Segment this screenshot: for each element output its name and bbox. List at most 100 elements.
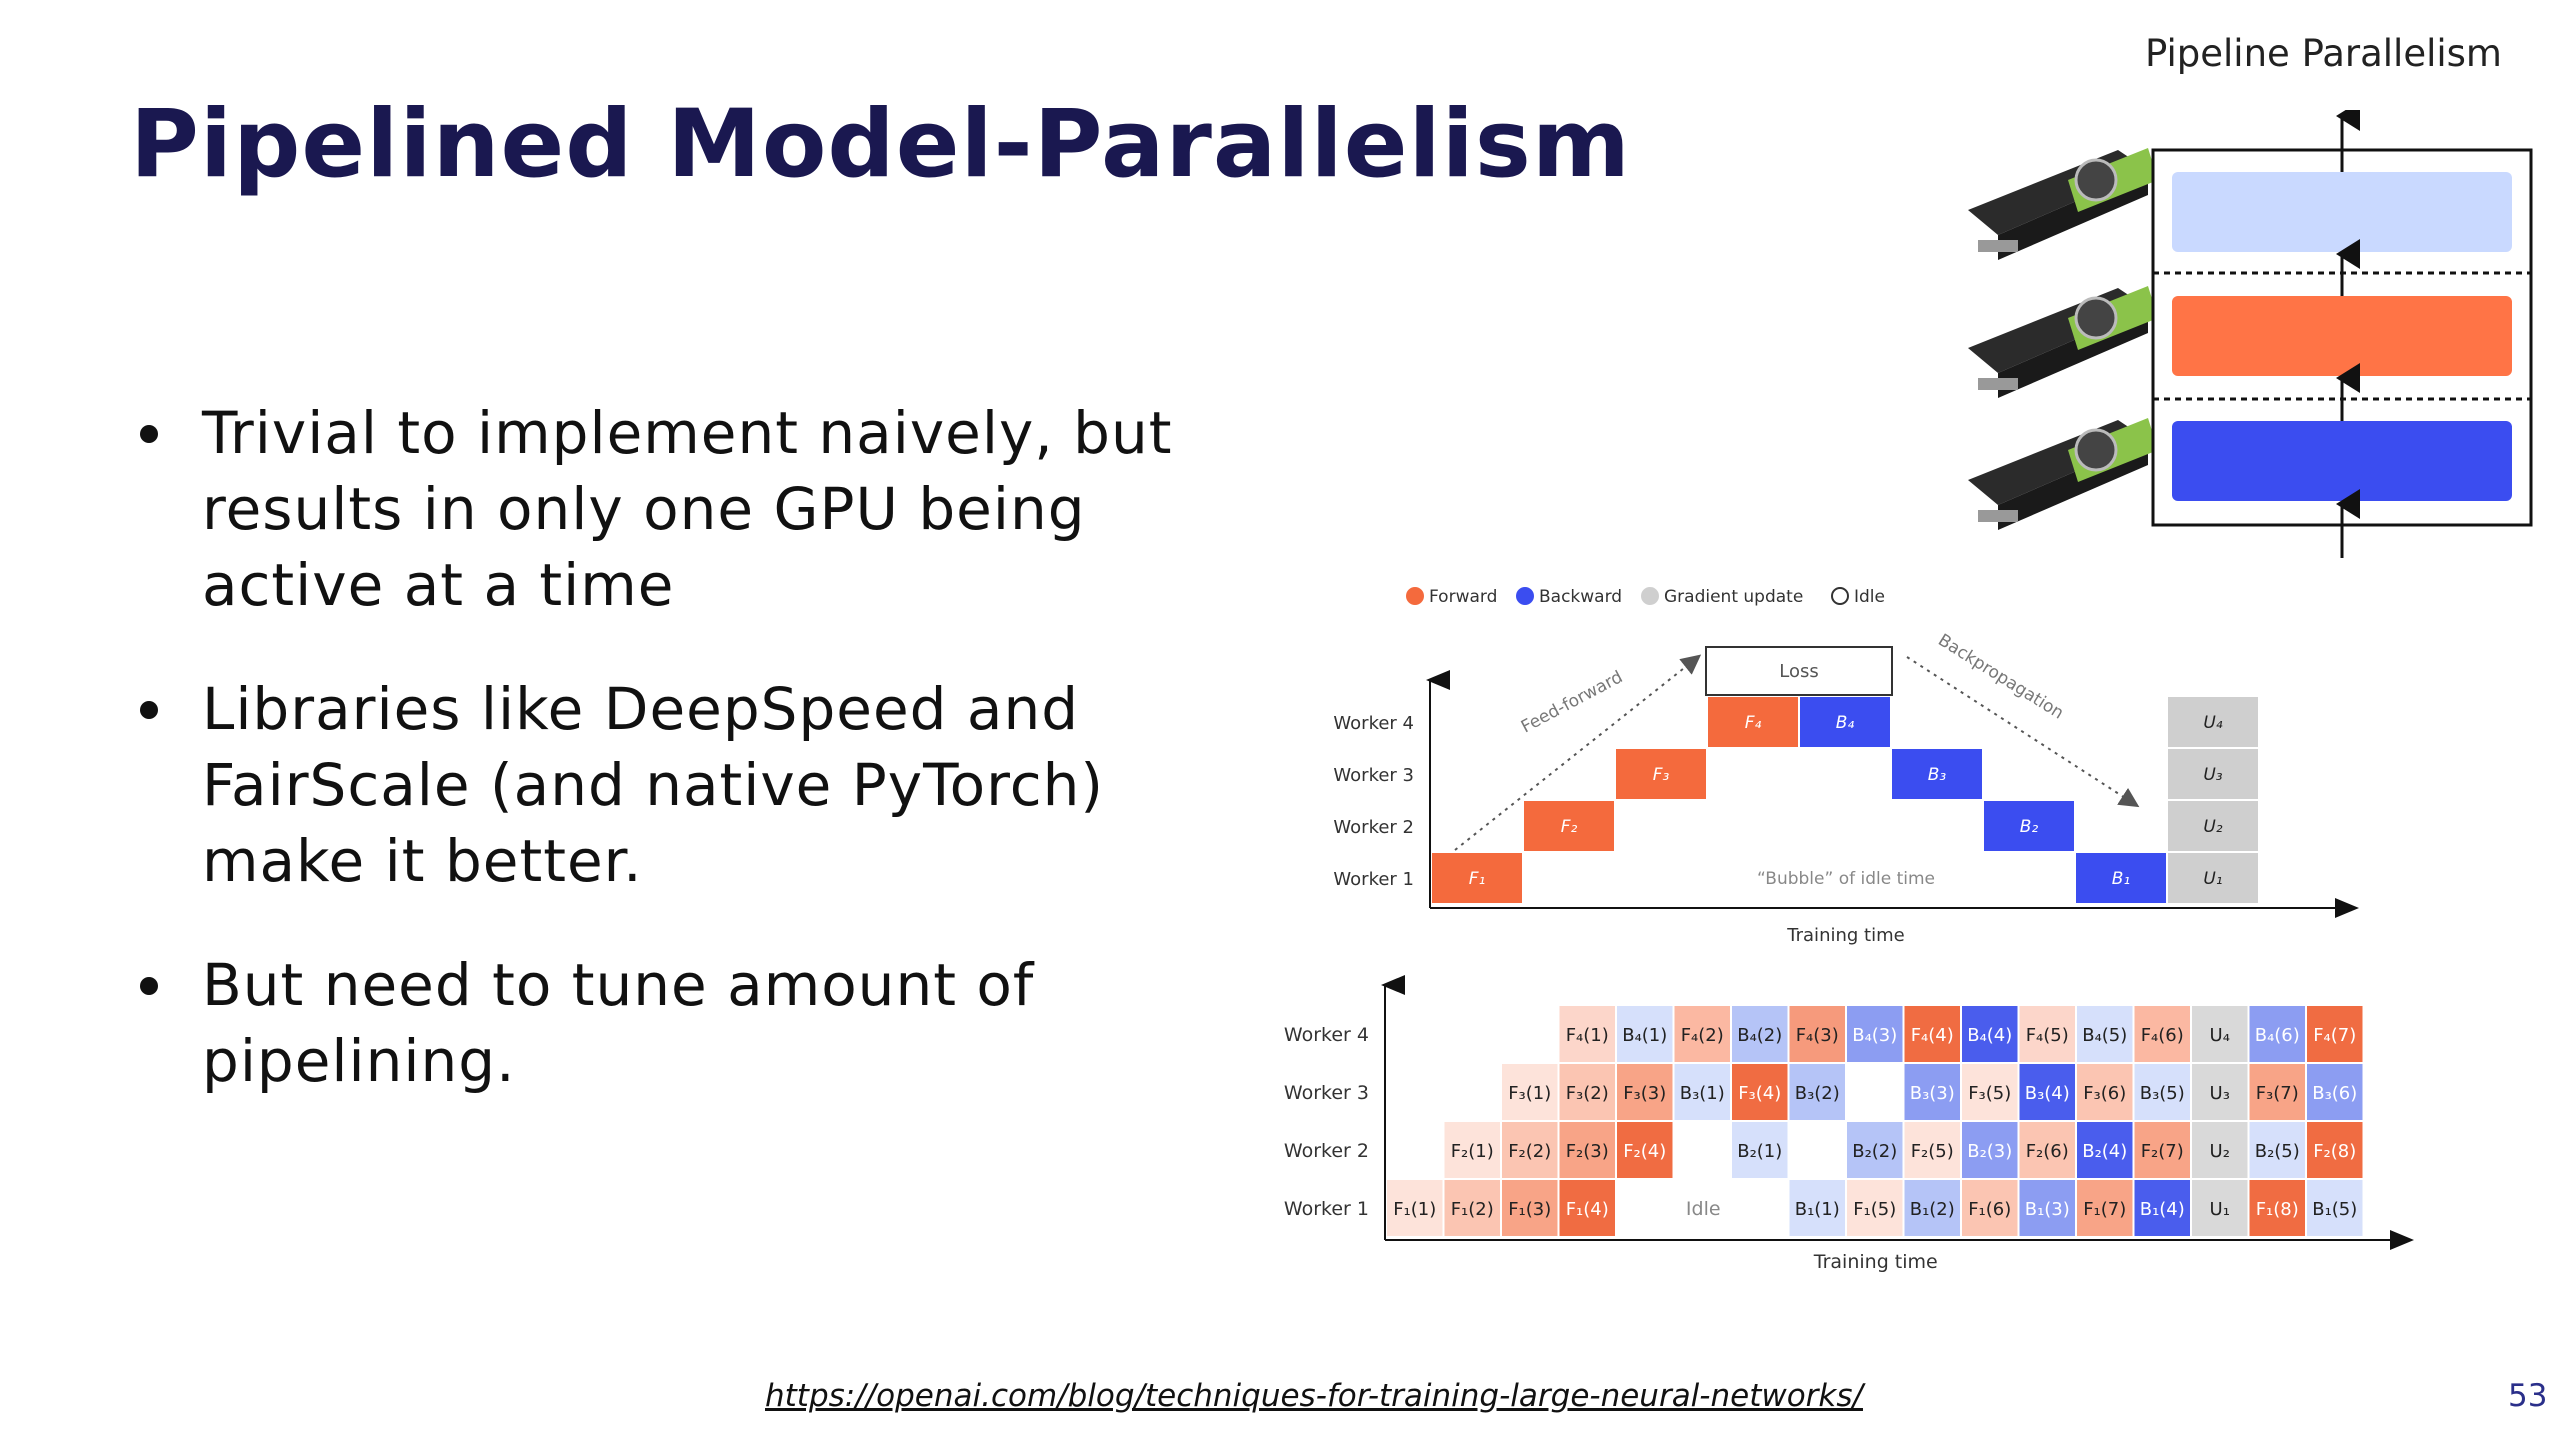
schedule-cell-label: B₂(4) bbox=[2082, 1141, 2127, 1162]
naive-pipeline-chart: Worker 4 Worker 3 Worker 2 Worker 1 F₁ F₂ F₃ F₄… bbox=[1333, 630, 2359, 946]
legend-label: Gradient update bbox=[1664, 587, 1803, 607]
schedule-cell-label: F₁(2) bbox=[1451, 1199, 1494, 1220]
schedule-cell-label: F₂(6) bbox=[2026, 1141, 2069, 1162]
schedule-cell-label: F₄(5) bbox=[2026, 1025, 2069, 1046]
schedule-cell-label: B₃(6) bbox=[2312, 1083, 2357, 1104]
model-layer-middle bbox=[2172, 296, 2512, 376]
schedule-cell bbox=[1502, 1064, 1558, 1120]
schedule-cell bbox=[1962, 1064, 2018, 1120]
backward-cell bbox=[1892, 749, 1982, 799]
backward-cell-label: B₂ bbox=[2020, 817, 2039, 837]
schedule-cell bbox=[2307, 1064, 2363, 1120]
schedule-cell-label: B₃(5) bbox=[2140, 1083, 2185, 1104]
schedule-cell-label: F₃(5) bbox=[1968, 1083, 2011, 1104]
schedule-cell-label: F₁(5) bbox=[1853, 1199, 1896, 1220]
x-axis-label: Training time bbox=[1786, 925, 1904, 946]
schedule-cell bbox=[2192, 1006, 2248, 1062]
schedule-cell bbox=[1502, 1122, 1558, 1178]
schedule-cell bbox=[1789, 1006, 1845, 1062]
schedule-cell-label: F₃(4) bbox=[1738, 1083, 1781, 1104]
schedule-cell bbox=[2307, 1122, 2363, 1178]
schedule-cell-label: F₄(2) bbox=[1681, 1025, 1724, 1046]
schedule-cell bbox=[1674, 1006, 1730, 1062]
schedule-cell bbox=[1962, 1006, 2018, 1062]
chart-legend: Forward Backward Gradient update Idle bbox=[1406, 587, 1885, 607]
schedule-cell bbox=[1617, 1122, 1673, 1178]
schedule-cell bbox=[2249, 1180, 2305, 1236]
schedule-cell bbox=[1904, 1122, 1960, 1178]
backprop-arrow bbox=[1906, 656, 2140, 808]
bullet-text: Libraries like DeepSpeed and FairScale (… bbox=[202, 675, 1105, 895]
bullet-text: But need to tune amount of pipelining. bbox=[202, 951, 1035, 1095]
schedule-cell bbox=[2134, 1122, 2190, 1178]
schedule-cell bbox=[2019, 1122, 2075, 1178]
schedule-cell bbox=[1559, 1180, 1615, 1236]
legend-marker bbox=[1406, 587, 1424, 605]
backward-cell bbox=[1984, 801, 2074, 851]
schedule-cell bbox=[1444, 1122, 1500, 1178]
schedule-cell bbox=[1559, 1006, 1615, 1062]
schedule-cell-label: F₁(6) bbox=[1968, 1199, 2011, 1220]
schedule-cell-label: F₁(1) bbox=[1393, 1199, 1436, 1220]
update-cell-label: U₁ bbox=[2203, 869, 2222, 889]
pipeline-schedule-figure: Forward Backward Gradient update Idle Worke… bbox=[1284, 587, 2414, 1273]
update-cell bbox=[2168, 697, 2258, 747]
schedule-cell-label: B₂(3) bbox=[1967, 1141, 2012, 1162]
worker-label: Worker 1 bbox=[1333, 869, 1414, 890]
schedule-cell-label: F₂(1) bbox=[1451, 1141, 1494, 1162]
schedule-cell bbox=[2192, 1180, 2248, 1236]
schedule-cell bbox=[1732, 1064, 1788, 1120]
schedule-cell-label: F₂(7) bbox=[2141, 1141, 2184, 1162]
schedule-cell-label: F₃(7) bbox=[2256, 1083, 2299, 1104]
update-cell-label: U₃ bbox=[2203, 765, 2222, 785]
backward-cell-label: B₃ bbox=[1928, 765, 1947, 785]
worker-label: Worker 4 bbox=[1284, 1024, 1369, 1046]
schedule-cell-label: F₁(3) bbox=[1508, 1199, 1551, 1220]
schedule-cell bbox=[2249, 1064, 2305, 1120]
bullet-text: Trivial to implement naively, but result… bbox=[202, 399, 1173, 619]
update-cell bbox=[2168, 801, 2258, 851]
bullet-item: Trivial to implement naively, but result… bbox=[140, 395, 1260, 623]
schedule-cell bbox=[2134, 1064, 2190, 1120]
schedule-cell-label: B₁(3) bbox=[2025, 1199, 2070, 1220]
schedule-cell bbox=[1732, 1122, 1788, 1178]
schedule-cell bbox=[1732, 1006, 1788, 1062]
schedule-cell bbox=[2019, 1006, 2075, 1062]
legend-label: Forward bbox=[1429, 587, 1497, 607]
schedule-cell-label: F₄(4) bbox=[1911, 1025, 1954, 1046]
schedule-cell-label: F₁(7) bbox=[2083, 1199, 2126, 1220]
schedule-cell-label: B₄(6) bbox=[2255, 1025, 2300, 1046]
schedule-cell-label: B₄(4) bbox=[1967, 1025, 2012, 1046]
model-layer-bottom bbox=[2172, 421, 2512, 501]
schedule-cell bbox=[2077, 1122, 2133, 1178]
schedule-cell bbox=[1617, 1064, 1673, 1120]
schedule-cell-label: B₃(3) bbox=[1910, 1083, 1955, 1104]
bubble-label: “Bubble” of idle time bbox=[1757, 869, 1935, 889]
schedule-cell bbox=[1904, 1064, 1960, 1120]
schedule-cell bbox=[1387, 1180, 1443, 1236]
forward-cell-label: F₄ bbox=[1745, 713, 1762, 733]
schedule-cell bbox=[2249, 1006, 2305, 1062]
gpipe-pipeline-chart: Worker 4 Worker 3 Worker 2 Worker 1 F₄(1) B₄(… bbox=[1284, 975, 2414, 1273]
schedule-cell bbox=[1847, 1122, 1903, 1178]
bullet-item: But need to tune amount of pipelining. bbox=[140, 947, 1260, 1099]
page-number: 53 bbox=[2508, 1378, 2548, 1414]
pipeline-parallelism-diagram bbox=[1968, 110, 2533, 558]
legend-marker bbox=[1831, 587, 1849, 605]
schedule-cell-label: B₃(4) bbox=[2025, 1083, 2070, 1104]
gpu-card-icon bbox=[1968, 418, 2158, 530]
forward-cell-label: F₃ bbox=[1653, 765, 1670, 785]
schedule-cell bbox=[2307, 1006, 2363, 1062]
schedule-cell-label: B₂(1) bbox=[1737, 1141, 1782, 1162]
schedule-cell-label: B₁(4) bbox=[2140, 1199, 2185, 1220]
source-link[interactable]: https://openai.com/blog/techniques-for-t… bbox=[765, 1378, 1863, 1414]
legend-label: Backward bbox=[1539, 587, 1622, 607]
bullet-dot bbox=[140, 425, 158, 443]
schedule-cell-label: F₄(3) bbox=[1796, 1025, 1839, 1046]
schedule-cell-label: B₄(3) bbox=[1852, 1025, 1897, 1046]
schedule-cell bbox=[2134, 1180, 2190, 1236]
bullet-item: Libraries like DeepSpeed and FairScale (… bbox=[140, 671, 1260, 899]
x-axis-label: Training time bbox=[1813, 1251, 1938, 1273]
worker-label: Worker 3 bbox=[1333, 765, 1414, 786]
model-layer-top bbox=[2172, 172, 2512, 252]
